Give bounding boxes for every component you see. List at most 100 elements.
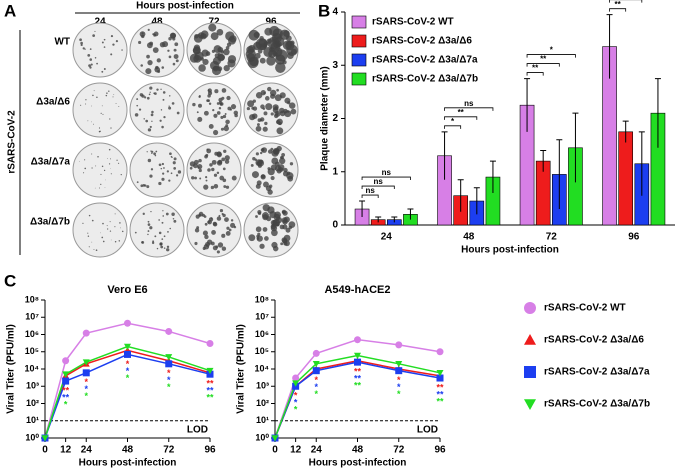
plaque [160, 167, 163, 170]
sig-label: ** [540, 55, 547, 64]
legend-label: rSARS-CoV-2 Δ3a/Δ7a [544, 367, 650, 378]
plaque [197, 166, 200, 169]
plaque [202, 246, 206, 251]
plaque [171, 212, 175, 216]
x-tick-label: 96 [628, 232, 640, 243]
plaque [120, 173, 122, 176]
row-label: Δ3a/Δ7a [31, 157, 71, 168]
plaque [223, 149, 227, 153]
row-label: WT [54, 37, 70, 48]
plaque [162, 210, 164, 212]
plaque [110, 127, 112, 129]
column-label: 48 [151, 17, 163, 28]
plaque [89, 66, 92, 69]
plaque [257, 211, 262, 215]
plaque [222, 167, 226, 171]
plaque [288, 102, 296, 109]
plaque [193, 159, 199, 165]
plaque [161, 238, 164, 240]
plaque [192, 102, 196, 107]
marker [206, 367, 214, 375]
plaque [95, 165, 97, 167]
plaque [211, 65, 222, 76]
plaque [173, 157, 177, 161]
x-tick-label: 96 [434, 445, 446, 456]
plaque [215, 245, 219, 249]
plaque [283, 241, 288, 246]
plaque [112, 43, 115, 46]
plaque [272, 51, 278, 57]
sig-label: ** [436, 396, 444, 406]
plaque [82, 172, 85, 174]
plaque [117, 162, 120, 164]
plaque [272, 245, 279, 252]
plaque [168, 105, 170, 107]
chart-title: Vero E6 [107, 284, 147, 296]
plaque [218, 106, 222, 110]
plaque [205, 51, 211, 56]
plaque [224, 113, 227, 115]
plaque [221, 96, 225, 100]
plaque [143, 118, 145, 120]
marker [395, 341, 403, 349]
marker [82, 359, 90, 366]
plaque [114, 213, 116, 215]
row-label: Δ3a/Δ6 [36, 97, 70, 108]
plaque [144, 184, 147, 187]
plaque [256, 161, 260, 166]
plaque [167, 49, 170, 52]
plaque [248, 29, 260, 41]
plaque [264, 121, 268, 126]
plaque [176, 111, 180, 115]
y-tick-label: 4 [332, 7, 338, 18]
plaque [162, 41, 169, 48]
row-title: rSARS-CoV-2 [7, 110, 18, 174]
plaque [110, 53, 113, 56]
marker [354, 358, 361, 366]
plaque [259, 243, 265, 249]
y-tick-label: 10¹ [26, 415, 39, 425]
plaque [281, 237, 288, 243]
plaque [276, 127, 284, 135]
plaque [271, 229, 278, 237]
plaque [214, 89, 219, 94]
plaque [203, 110, 209, 116]
plaque [106, 92, 108, 94]
plaque [280, 242, 284, 246]
x-tick-label: 0 [272, 445, 278, 456]
y-tick-label: 10⁴ [25, 363, 39, 373]
plaque [158, 231, 162, 235]
plaque [211, 230, 216, 235]
plaque [271, 38, 277, 44]
plaque [286, 171, 291, 176]
sig-bracket [361, 176, 411, 181]
plaque [225, 31, 235, 41]
plaque [198, 64, 206, 72]
x-tick-label: 12 [60, 445, 72, 456]
plaque [216, 102, 220, 105]
plaque [227, 59, 236, 68]
column-label: 96 [265, 17, 277, 28]
plaque [91, 153, 93, 155]
plaque [100, 183, 102, 186]
plaque [213, 183, 219, 189]
plaque [197, 164, 203, 170]
lod-label: LOD [417, 424, 438, 435]
plaque [274, 94, 282, 102]
plaque [198, 158, 202, 163]
plaque [281, 210, 285, 214]
marker [165, 327, 173, 335]
plaque [269, 211, 277, 219]
plaque [252, 99, 256, 103]
plaque [194, 176, 197, 180]
y-tick-label: 1 [332, 166, 338, 177]
marker [124, 350, 131, 358]
sig-label: ** [62, 385, 70, 395]
plaque [96, 62, 98, 65]
plaque [161, 162, 165, 166]
plaque [274, 161, 280, 167]
y-axis-label: Plaque diameter (mm) [320, 66, 331, 170]
plaque [155, 150, 158, 153]
plaque [121, 230, 124, 233]
plaque [145, 68, 152, 75]
